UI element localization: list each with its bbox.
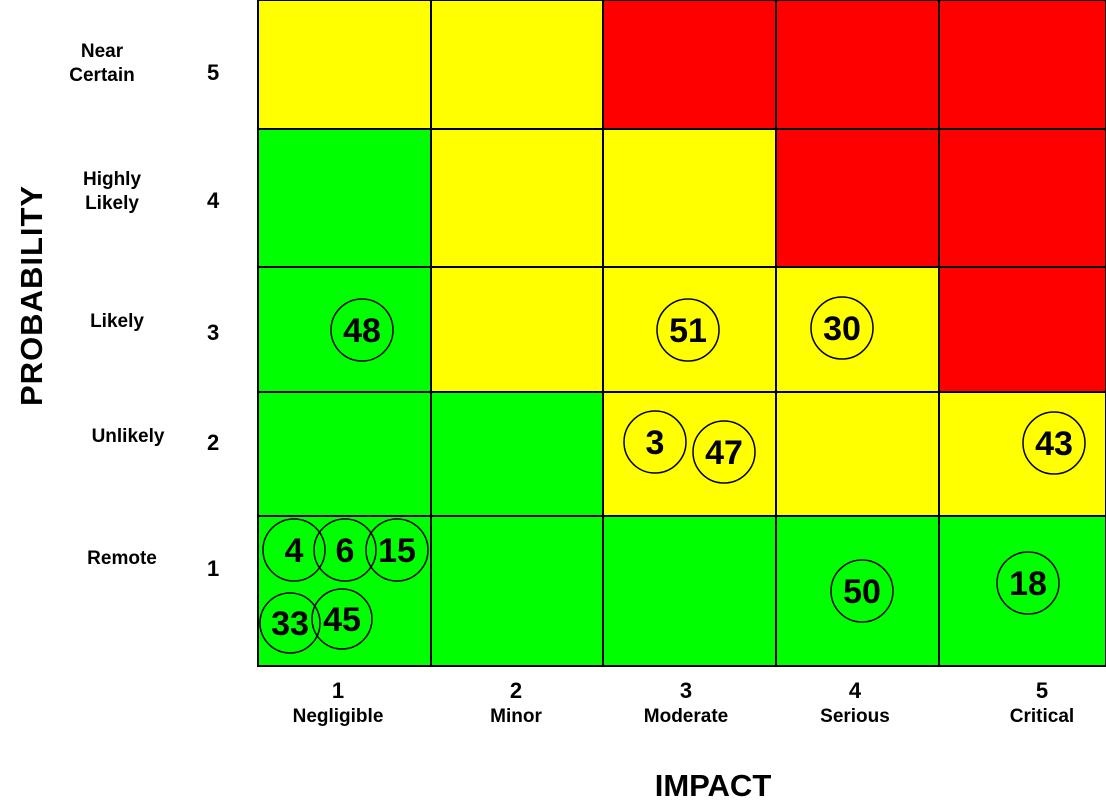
risk-id-label: 15 [378, 532, 416, 570]
matrix-cell-p2-i3 [602, 391, 777, 517]
col-num-1: 1 [331, 678, 345, 703]
col-num-3: 3 [679, 678, 693, 703]
matrix-cell-p5-i2 [430, 0, 604, 130]
col-name-1: Negligible [292, 706, 384, 727]
risk-id-label: 50 [843, 573, 881, 611]
risk-marker: 4 [262, 518, 326, 582]
matrix-cells [257, 0, 1106, 667]
risk-circle [330, 298, 394, 362]
risk-circle [656, 298, 720, 362]
risk-id-label: 18 [1009, 565, 1047, 603]
col-name-2: Minor [490, 706, 542, 727]
risk-circle [996, 551, 1060, 615]
risk-id-label: 47 [705, 434, 743, 472]
matrix-cell-p5-i3 [602, 0, 777, 130]
x-axis-title: IMPACT [654, 768, 772, 803]
risk-marker: 15 [365, 518, 429, 582]
risk-marker: 33 [259, 592, 321, 654]
risk-circle [262, 518, 326, 582]
risk-marker: 51 [656, 298, 720, 362]
matrix-cell-p4-i1 [257, 128, 432, 268]
matrix-cell-p4-i3 [602, 128, 777, 268]
col-num-5: 5 [1035, 678, 1049, 703]
risk-id-label: 51 [669, 312, 707, 350]
risk-circle [311, 588, 373, 650]
row-name-4: Highly Likely [82, 169, 142, 214]
matrix-cell-p1-i3 [602, 515, 777, 667]
matrix-cell-p5-i4 [775, 0, 940, 130]
matrix-cell-p4-i5 [938, 128, 1106, 268]
matrix-cell-p3-i3 [602, 266, 777, 393]
risk-marker: 47 [692, 420, 756, 484]
matrix-cell-p2-i5 [938, 391, 1106, 517]
risk-id-label: 30 [823, 310, 861, 348]
risk-circle [1022, 411, 1086, 475]
risk-marker: 6 [313, 518, 377, 582]
risk-marker: 30 [810, 296, 874, 360]
risk-circle [623, 410, 687, 474]
risk-id-label: 48 [343, 312, 381, 350]
risk-marker: 3 [623, 410, 687, 474]
matrix-cell-p4-i4 [775, 128, 940, 268]
matrix-cell-p4-i2 [430, 128, 604, 268]
risk-id-label: 33 [271, 605, 309, 643]
row-num-1: 1 [207, 556, 220, 581]
risk-id-label: 4 [285, 532, 304, 570]
row-name-2: Unlikely [91, 426, 165, 447]
row-num-4: 4 [207, 188, 220, 213]
risk-circle [313, 518, 377, 582]
risk-circle [259, 592, 321, 654]
col-name-4: Serious [820, 706, 890, 727]
matrix-cell-p2-i1 [257, 391, 432, 517]
risk-circle [365, 518, 429, 582]
row-num-3: 3 [207, 320, 220, 345]
risk-id-label: 45 [323, 601, 361, 639]
risk-id-label: 43 [1035, 425, 1073, 463]
matrix-cell-p5-i5 [938, 0, 1106, 130]
matrix-cell-p1-i2 [430, 515, 604, 667]
risk-circle [692, 420, 756, 484]
col-num-2: 2 [509, 678, 523, 703]
risk-markers: 48 51 30 3 47 43 4 6 15 33 45 50 18 [259, 296, 1086, 654]
matrix-cell-p3-i1 [257, 266, 432, 393]
matrix-cell-p1-i4 [775, 515, 940, 667]
matrix-cell-p3-i5 [938, 266, 1106, 393]
risk-marker: 18 [996, 551, 1060, 615]
matrix-cell-p2-i4 [775, 391, 940, 517]
risk-circle [810, 296, 874, 360]
risk-marker: 45 [311, 588, 373, 650]
row-num-2: 2 [207, 430, 220, 455]
matrix-cell-p1-i5 [938, 515, 1106, 667]
matrix-cell-p3-i2 [430, 266, 604, 393]
risk-id-label: 3 [646, 424, 665, 462]
matrix-cell-p1-i1 [257, 515, 432, 667]
matrix-cell-p3-i4 [775, 266, 940, 393]
risk-marker: 50 [830, 559, 894, 623]
col-name-3: Moderate [643, 706, 729, 727]
row-name-3: Likely [90, 311, 144, 332]
col-name-5: Critical [1009, 706, 1075, 727]
risk-marker: 43 [1022, 411, 1086, 475]
row-name-5: Near Certain [69, 41, 135, 86]
risk-id-label: 6 [336, 532, 355, 570]
risk-circle [830, 559, 894, 623]
col-num-4: 4 [848, 678, 862, 703]
risk-marker: 48 [330, 298, 394, 362]
matrix-cell-p2-i2 [430, 391, 604, 517]
y-axis-title: PROBABILITY [14, 184, 49, 406]
matrix-cell-p5-i1 [257, 0, 432, 130]
row-name-1: Remote [87, 548, 157, 569]
row-num-5: 5 [207, 60, 220, 85]
